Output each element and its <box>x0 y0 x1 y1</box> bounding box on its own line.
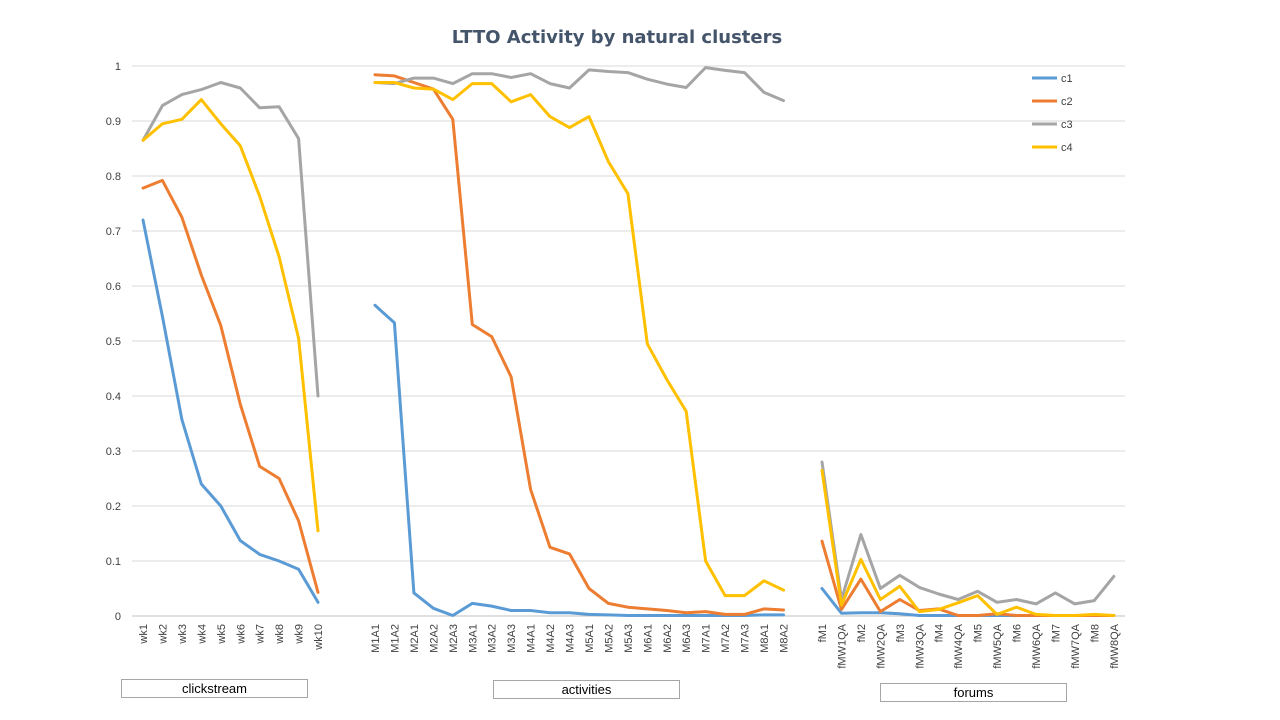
x-tick-label: wk3 <box>177 624 189 645</box>
series-line-activities-c2 <box>373 73 785 616</box>
legend-label-c1: c1 <box>1061 73 1073 85</box>
x-tick-label: M4A2 <box>545 624 557 653</box>
y-tick-label: 0.7 <box>106 226 121 238</box>
series-line-clickstream-c2 <box>141 178 320 594</box>
x-tick-label: M5A3 <box>623 624 635 653</box>
x-tick-label: fM6 <box>1012 624 1024 642</box>
x-tick-label: wk7 <box>255 624 267 645</box>
x-tick-label: M6A3 <box>681 624 693 653</box>
series-line-activities-c1 <box>373 303 785 617</box>
x-tick-label: M1A1 <box>370 624 382 653</box>
y-axis: 0 0.1 0.2 0.3 0.4 0.5 0.6 0.7 0.8 0.9 1 <box>106 61 121 623</box>
x-axis: wk1 wk2 wk3 wk4 wk5 wk6 wk7 wk8 wk9 wk10 M1A1 M1A2 M… <box>138 623 1121 668</box>
x-tick-label: fM2 <box>856 624 868 642</box>
y-tick-label: 0 <box>115 611 121 623</box>
y-tick-label: 1 <box>115 61 121 73</box>
group-label-clickstream: clickstream <box>121 679 308 698</box>
series-line-forums-c4 <box>820 468 1116 617</box>
x-tick-label: wk5 <box>216 624 228 645</box>
y-tick-label: 0.9 <box>106 116 121 128</box>
y-tick-label: 0.1 <box>106 556 121 568</box>
x-tick-label: M5A1 <box>584 624 596 653</box>
x-tick-label: fM3 <box>895 624 907 642</box>
series-line-activities-c4 <box>373 81 785 598</box>
x-tick-label: M5A2 <box>603 624 615 653</box>
x-tick-label: wk6 <box>235 624 247 645</box>
x-tick-label: M1A2 <box>389 624 401 653</box>
x-tick-label: wk8 <box>274 624 286 645</box>
legend-label-c2: c2 <box>1061 96 1073 108</box>
x-tick-label: fMW5QA <box>992 623 1004 668</box>
x-tick-label: M2A1 <box>409 624 421 653</box>
chart-title: LTTO Activity by natural clusters <box>452 27 782 48</box>
x-tick-label: fMW1QA <box>836 623 848 668</box>
y-tick-label: 0.6 <box>106 281 121 293</box>
series-line-clickstream-c3 <box>141 81 320 398</box>
y-tick-label: 0.5 <box>106 336 121 348</box>
x-tick-label: fMW8QA <box>1109 623 1121 668</box>
x-tick-label: fMW6QA <box>1031 623 1043 668</box>
x-tick-label: fM5 <box>973 624 985 642</box>
x-tick-label: fM1 <box>817 624 829 642</box>
x-tick-label: M3A2 <box>487 624 499 653</box>
group-label-activities: activities <box>493 680 680 699</box>
x-tick-label: fM4 <box>934 624 946 642</box>
series-line-clickstream-c4 <box>141 98 320 533</box>
y-tick-label: 0.3 <box>106 446 121 458</box>
x-tick-label: M2A2 <box>428 624 440 653</box>
x-tick-label: fMW3QA <box>914 623 926 668</box>
x-tick-label: M7A1 <box>701 624 713 653</box>
gridlines <box>132 65 1125 617</box>
plot-area <box>141 66 1116 617</box>
series-line-forums-c3 <box>820 460 1116 606</box>
legend: c1 c2 c3 c4 <box>1032 73 1073 154</box>
x-tick-label: fM7 <box>1050 624 1062 642</box>
x-tick-label: wk2 <box>157 624 169 645</box>
legend-label-c3: c3 <box>1061 119 1073 131</box>
x-tick-label: fMW7QA <box>1070 623 1082 668</box>
x-tick-label: wk9 <box>294 624 306 645</box>
x-tick-label: wk4 <box>196 624 208 645</box>
x-tick-label: M6A2 <box>662 624 674 653</box>
series-line-activities-c3 <box>373 66 785 103</box>
x-tick-label: wk10 <box>313 624 325 651</box>
y-tick-label: 0.4 <box>106 391 121 403</box>
x-tick-label: M8A1 <box>759 624 771 653</box>
x-tick-label: wk1 <box>138 624 150 645</box>
x-tick-label: M7A3 <box>740 624 752 653</box>
x-tick-label: M4A3 <box>565 624 577 653</box>
x-tick-label: fMW4QA <box>953 623 965 668</box>
x-tick-label: fMW2QA <box>875 623 887 668</box>
legend-label-c4: c4 <box>1061 142 1073 154</box>
x-tick-label: M3A1 <box>467 624 479 653</box>
x-tick-label: M6A1 <box>642 624 654 653</box>
series-line-clickstream-c1 <box>141 218 320 604</box>
y-tick-label: 0.2 <box>106 501 121 513</box>
x-tick-label: fM8 <box>1089 624 1101 642</box>
x-tick-label: M8A2 <box>778 624 790 653</box>
x-tick-label: M4A1 <box>526 624 538 653</box>
group-label-forums: forums <box>880 683 1067 702</box>
x-tick-label: M3A3 <box>506 624 518 653</box>
y-tick-label: 0.8 <box>106 171 121 183</box>
x-tick-label: M7A2 <box>720 624 732 653</box>
x-tick-label: M2A3 <box>448 624 460 653</box>
